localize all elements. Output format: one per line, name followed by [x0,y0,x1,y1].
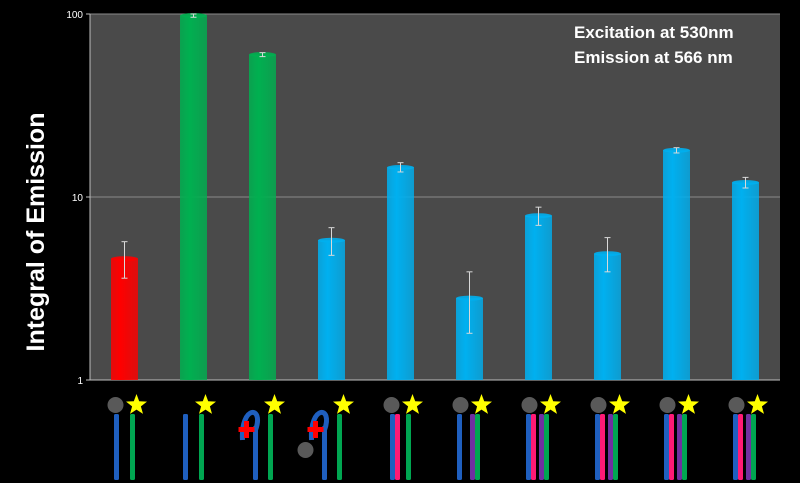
construct-icon-group [521,394,561,480]
fluorophore-star-icon [333,394,354,414]
bar [732,182,759,380]
y-tick-label: 1 [77,376,83,387]
blue-strand-icon [733,414,738,480]
green-strand-icon [406,414,411,480]
blue-strand-icon [322,426,327,480]
emission-annotation: Emission at 566 nm [574,48,733,67]
red-cross-icon [313,421,318,438]
fluorophore-star-icon [126,394,147,414]
bar [111,258,138,380]
construct-icon-group [238,394,285,480]
quencher-circle-icon [659,397,676,413]
construct-icon-group [107,394,147,480]
fluorophore-star-icon [747,394,768,414]
blue-strand-icon [390,414,395,480]
bar [525,215,552,380]
construct-icon-group [728,394,768,480]
green-strand-icon [268,414,273,480]
y-tick-label: 100 [66,10,83,21]
pink-strand-icon [395,414,400,480]
construct-icon-group [590,394,630,480]
bar-series [111,13,759,381]
green-strand-icon [475,414,480,480]
blue-strand-icon [457,414,462,480]
green-strand-icon [130,414,135,480]
quencher-circle-icon [383,397,400,413]
purple-strand-icon [470,414,475,480]
blue-strand-icon [253,426,258,480]
green-strand-icon [544,414,549,480]
green-strand-icon [682,414,687,480]
green-strand-icon [337,414,342,480]
pink-strand-icon [738,414,743,480]
fluorophore-star-icon [678,394,699,414]
construct-icon-group [183,394,216,480]
bar [318,240,345,380]
quencher-circle-icon [728,397,745,413]
pink-strand-icon [600,414,605,480]
blue-strand-icon [595,414,600,480]
fluorophore-star-icon [471,394,492,414]
fluorophore-star-icon [609,394,630,414]
y-axis-label: Integral of Emission [22,113,50,352]
purple-strand-icon [677,414,682,480]
construct-icon-group [659,394,699,480]
construct-icon-group [452,394,492,480]
construct-icons [107,394,768,480]
purple-strand-icon [539,414,544,480]
quencher-circle-icon [452,397,469,413]
green-strand-icon [613,414,618,480]
purple-strand-icon [746,414,751,480]
construct-icon-group [297,394,354,480]
quencher-circle-icon [590,397,607,413]
purple-strand-icon [608,414,613,480]
green-strand-icon [751,414,756,480]
bar [663,150,690,380]
blue-strand-icon [526,414,531,480]
quencher-circle-icon [521,397,538,413]
green-strand-icon [199,414,204,480]
pink-strand-icon [531,414,536,480]
construct-icon-group [383,394,423,480]
error-bars [121,13,749,334]
red-cross-icon [244,421,249,438]
bar [594,253,621,380]
blue-strand-icon [664,414,669,480]
quencher-circle-icon [297,442,314,458]
fluorophore-star-icon [264,394,285,414]
bar [180,15,207,381]
pink-strand-icon [669,414,674,480]
fluorophore-star-icon [195,394,216,414]
fluorophore-star-icon [540,394,561,414]
bar [249,54,276,380]
y-axis: 1 10 100 [66,10,90,387]
quencher-circle-icon [107,397,124,413]
blue-strand-icon [114,414,119,480]
blue-strand-icon [183,414,188,480]
excitation-annotation: Excitation at 530nm [574,23,734,42]
y-tick-label: 10 [72,193,84,204]
fluorophore-star-icon [402,394,423,414]
bar [387,167,414,380]
